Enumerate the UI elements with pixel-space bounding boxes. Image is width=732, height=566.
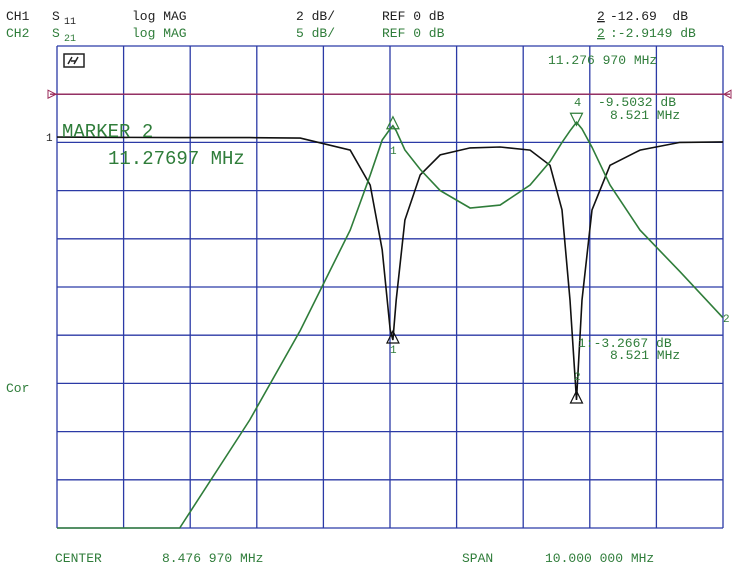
screen-label: 2 bbox=[574, 372, 581, 384]
screen-label: 1 bbox=[46, 133, 53, 145]
screen-label: CH1 bbox=[6, 9, 30, 24]
screen-label: 1 bbox=[390, 345, 397, 357]
screen-label: 1:-3.2667 dB bbox=[578, 336, 672, 351]
marker bbox=[385, 329, 400, 344]
screen-label: REF 0 dB bbox=[382, 9, 445, 24]
screen-label: REF 0 dB bbox=[382, 26, 445, 41]
screen-label: 2 bbox=[597, 26, 605, 41]
screen-label: MARKER 2 bbox=[62, 121, 153, 143]
screen-label: 2 dB/ bbox=[296, 9, 335, 24]
screen-label: 11.276 970 MHz bbox=[548, 53, 657, 68]
screen-label: 1 bbox=[390, 146, 397, 158]
screen-label: log MAG bbox=[132, 9, 187, 24]
screen-label: CENTER bbox=[55, 551, 102, 566]
reference-marker bbox=[722, 89, 732, 100]
screen-label: CH2 bbox=[6, 26, 29, 41]
screen-label: Cor bbox=[6, 381, 29, 396]
screen-label: -9.5032 dB bbox=[598, 95, 676, 110]
screen-label: 8.476 970 MHz bbox=[162, 551, 263, 566]
screen-label: log MAG bbox=[132, 26, 187, 41]
screen-label: 8.521 MHz bbox=[610, 108, 680, 123]
screen-label: 10.000 000 MHz bbox=[545, 551, 654, 566]
trace bbox=[56, 136, 724, 401]
screen-label: :-2.9149 dB bbox=[610, 26, 696, 41]
screen-label: 11 bbox=[64, 17, 76, 28]
reference-marker bbox=[47, 89, 58, 100]
screen-label: -12.69 dB bbox=[610, 9, 688, 24]
screen-label: 11.27697 MHz bbox=[108, 148, 245, 170]
screen-label: S bbox=[52, 9, 60, 24]
screen-label: SPAN bbox=[462, 551, 493, 566]
hp-logo bbox=[63, 53, 85, 68]
screen-label: 5 dB/ bbox=[296, 26, 335, 41]
screen-label: S bbox=[52, 26, 60, 41]
marker bbox=[385, 115, 400, 130]
screen-label: 4 bbox=[574, 96, 581, 110]
marker bbox=[569, 389, 584, 404]
screen-label: 2 bbox=[723, 314, 730, 326]
screen-label: 8.521 MHz bbox=[610, 348, 680, 363]
screen-label: 2 bbox=[597, 9, 605, 24]
screen-label: 21 bbox=[64, 34, 76, 45]
marker bbox=[569, 112, 584, 127]
trace bbox=[57, 121, 724, 529]
